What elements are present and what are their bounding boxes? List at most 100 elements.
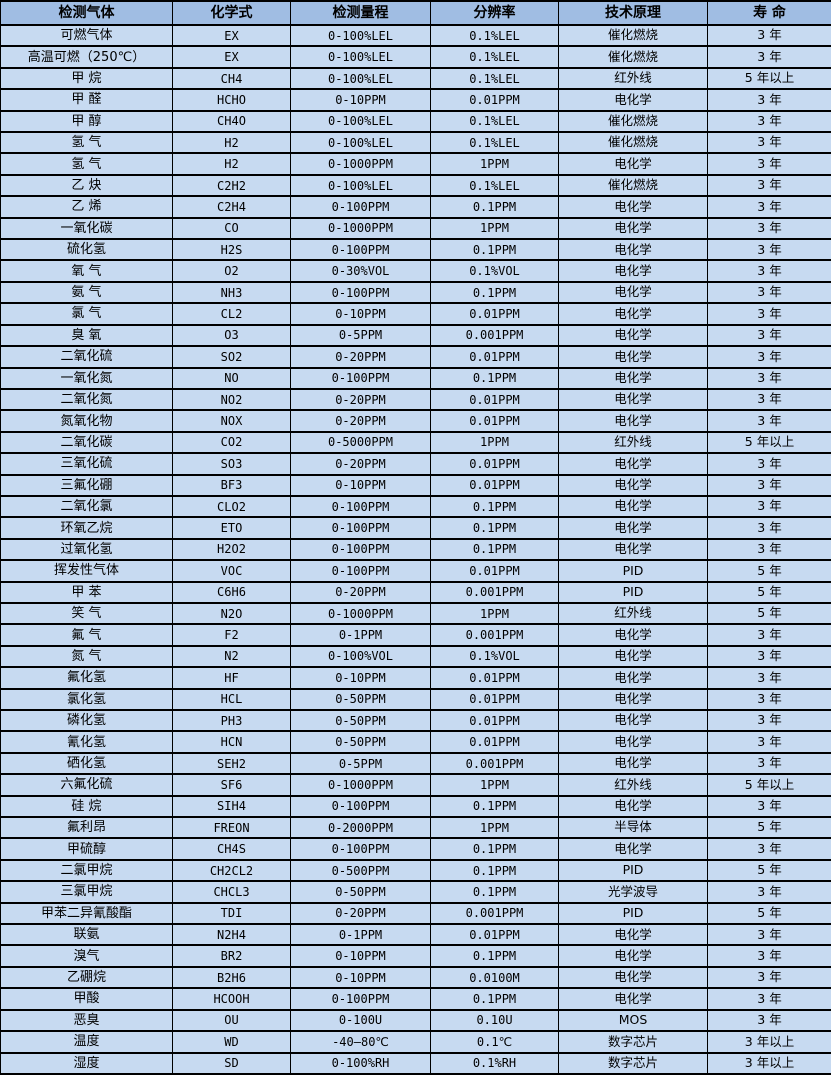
table-row: 一氧化碳 CO 0-1000PPM 1PPM 电化学 3 年 [0, 216, 831, 241]
cell-resolution: 0.1PPM [430, 195, 559, 219]
table-row: 过氧化氢 H2O2 0-100PPM 0.1PPM 电化学 3 年 [0, 537, 831, 562]
cell-principle: 电化学 [558, 687, 708, 712]
cell-principle: PID [558, 559, 708, 583]
table-row: 湿度 SD 0-100%RH 0.1%RH 数字芯片 3 年以上 [0, 1051, 831, 1075]
table-row: 六氟化硫 SF6 0-1000PPM 1PPM 红外线 5 年以上 [0, 773, 831, 797]
cell-gas: 甲 醛 [0, 88, 173, 112]
cell-lifespan: 5 年 [707, 858, 831, 883]
cell-gas: 乙 烯 [0, 195, 173, 219]
cell-lifespan: 5 年 [707, 580, 831, 604]
cell-gas: 一氧化碳 [0, 216, 173, 241]
table-row: 二氧化氮 NO2 0-20PPM 0.01PPM 电化学 3 年 [0, 387, 831, 412]
cell-principle: 电化学 [558, 238, 708, 262]
cell-range: 0-100%RH [290, 1051, 431, 1075]
cell-gas: 氰化氢 [0, 730, 173, 754]
cell-principle: 电化学 [558, 944, 708, 968]
cell-gas: 氟 气 [0, 623, 173, 647]
cell-formula: F2 [172, 623, 291, 647]
cell-resolution: 0.1%VOL [430, 644, 559, 669]
cell-lifespan: 3 年 [707, 409, 831, 433]
cell-lifespan: 3 年 [707, 173, 831, 198]
cell-formula: SO2 [172, 345, 291, 369]
cell-range: 0-50PPM [290, 730, 431, 754]
cell-resolution: 0.001PPM [430, 751, 559, 776]
cell-formula: H2 [172, 152, 291, 176]
cell-formula: PH3 [172, 708, 291, 733]
cell-range: 0-100%LEL [290, 45, 431, 69]
cell-principle: 电化学 [558, 923, 708, 947]
cell-range: 0-100%LEL [290, 173, 431, 198]
cell-formula: SIH4 [172, 794, 291, 819]
cell-resolution: 0.1PPM [430, 280, 559, 305]
cell-gas: 过氧化氢 [0, 537, 173, 562]
cell-lifespan: 3 年 [707, 687, 831, 712]
cell-gas: 三氧化硫 [0, 452, 173, 476]
cell-range: 0-1PPM [290, 923, 431, 947]
cell-resolution: 0.001PPM [430, 580, 559, 604]
cell-gas: 环氧乙烷 [0, 516, 173, 540]
cell-formula: NOX [172, 409, 291, 433]
cell-range: 0-100PPM [290, 516, 431, 540]
cell-lifespan: 3 年 [707, 280, 831, 305]
cell-formula: HCHO [172, 88, 291, 112]
table-row: 氟利昂 FREON 0-2000PPM 1PPM 半导体 5 年 [0, 816, 831, 840]
cell-lifespan: 3 年 [707, 751, 831, 776]
cell-formula: O3 [172, 323, 291, 348]
cell-principle: 电化学 [558, 366, 708, 390]
table-row: 可燃气体 EX 0-100%LEL 0.1%LEL 催化燃烧 3 年 [0, 23, 831, 48]
cell-range: 0-100PPM [290, 837, 431, 861]
cell-formula: CLO2 [172, 494, 291, 519]
cell-resolution: 0.01PPM [430, 88, 559, 112]
table-row: 一氧化氮 NO 0-100PPM 0.1PPM 电化学 3 年 [0, 366, 831, 390]
cell-lifespan: 3 年 [707, 965, 831, 990]
table-row: 氟化氢 HF 0-10PPM 0.01PPM 电化学 3 年 [0, 666, 831, 690]
cell-lifespan: 3 年 [707, 1008, 831, 1033]
cell-range: 0-10PPM [290, 302, 431, 326]
cell-formula: SD [172, 1051, 291, 1075]
cell-formula: TDI [172, 901, 291, 926]
cell-principle: 电化学 [558, 708, 708, 733]
cell-gas: 氮 气 [0, 644, 173, 669]
cell-formula: NH3 [172, 280, 291, 305]
cell-range: 0-10PPM [290, 88, 431, 112]
cell-lifespan: 3 年 [707, 195, 831, 219]
cell-resolution: 0.01PPM [430, 452, 559, 476]
cell-gas: 溴气 [0, 944, 173, 968]
cell-formula: H2S [172, 238, 291, 262]
table-row: 挥发性气体 VOC 0-100PPM 0.01PPM PID 5 年 [0, 559, 831, 583]
cell-range: 0-50PPM [290, 708, 431, 733]
cell-gas: 可燃气体 [0, 23, 173, 48]
cell-principle: 电化学 [558, 152, 708, 176]
cell-resolution: 0.01PPM [430, 345, 559, 369]
cell-principle: 数字芯片 [558, 1051, 708, 1075]
cell-formula: CHCL3 [172, 880, 291, 904]
cell-gas: 二氧化硫 [0, 345, 173, 369]
cell-gas: 二氧化氯 [0, 494, 173, 519]
cell-principle: 电化学 [558, 965, 708, 990]
col-header-range: 检测量程 [290, 0, 431, 26]
table-row: 甲 醛 HCHO 0-10PPM 0.01PPM 电化学 3 年 [0, 88, 831, 112]
cell-lifespan: 3 年 [707, 944, 831, 968]
cell-principle: 电化学 [558, 302, 708, 326]
table-row: 甲 苯 C6H6 0-20PPM 0.001PPM PID 5 年 [0, 580, 831, 604]
cell-formula: CO [172, 216, 291, 241]
cell-lifespan: 3 年 [707, 216, 831, 241]
cell-principle: 电化学 [558, 666, 708, 690]
cell-gas: 二氧化碳 [0, 430, 173, 455]
cell-principle: 红外线 [558, 601, 708, 626]
cell-lifespan: 5 年 [707, 901, 831, 926]
cell-resolution: 0.1PPM [430, 944, 559, 968]
cell-resolution: 0.1%LEL [430, 109, 559, 134]
cell-range: 0-20PPM [290, 409, 431, 433]
cell-principle: 电化学 [558, 494, 708, 519]
cell-range: 0-100PPM [290, 987, 431, 1011]
cell-formula: N2H4 [172, 923, 291, 947]
cell-formula: C6H6 [172, 580, 291, 604]
cell-formula: CH4 [172, 66, 291, 91]
cell-resolution: 1PPM [430, 773, 559, 797]
table-row: 甲 烷 CH4 0-100%LEL 0.1%LEL 红外线 5 年以上 [0, 66, 831, 91]
cell-formula: N2O [172, 601, 291, 626]
cell-principle: 电化学 [558, 259, 708, 283]
cell-resolution: 0.001PPM [430, 901, 559, 926]
cell-range: 0-100%LEL [290, 109, 431, 134]
